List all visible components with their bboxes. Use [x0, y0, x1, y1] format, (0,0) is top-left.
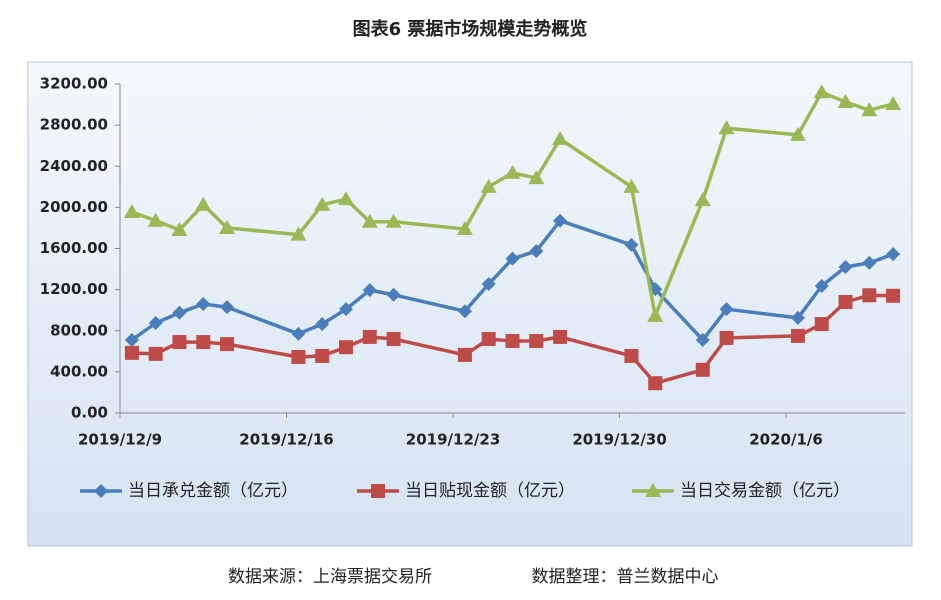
data-point [790, 328, 805, 343]
series-line [131, 90, 894, 318]
source-note: 数据来源：上海票据交易所 [228, 567, 432, 587]
legend-marker [94, 484, 108, 498]
data-point [814, 317, 829, 332]
data-point [196, 335, 211, 350]
data-point [220, 300, 235, 315]
data-point [813, 84, 830, 99]
data-point [505, 334, 520, 349]
data-point [481, 276, 496, 291]
data-point [553, 213, 568, 228]
data-point [552, 131, 569, 146]
y-tick-label: 3200.00 [40, 75, 108, 93]
data-point [505, 251, 520, 266]
y-tick-label: 2800.00 [40, 116, 108, 134]
y-tick-label: 400.00 [50, 362, 108, 380]
data-point [838, 294, 853, 309]
data-point [362, 283, 377, 298]
data-point [862, 288, 877, 303]
data-point [315, 348, 330, 363]
data-point [386, 331, 401, 346]
y-tick-label: 2400.00 [40, 157, 108, 175]
data-point [362, 329, 377, 344]
data-point [290, 226, 307, 241]
data-point [504, 164, 521, 179]
organizer-note: 数据整理：普兰数据中心 [532, 567, 719, 587]
legend-label: 当日交易金额（亿元） [680, 481, 850, 501]
legend-marker [645, 483, 661, 497]
data-point [838, 260, 853, 275]
x-tick-label: 2019/12/23 [406, 431, 500, 449]
data-point [719, 302, 734, 317]
data-point [456, 220, 473, 235]
data-point [457, 347, 472, 362]
chart-title: 图表6 票据市场规模走势概览 [353, 18, 588, 40]
data-point [694, 192, 711, 207]
y-tick-label: 1600.00 [40, 239, 108, 257]
data-point [338, 340, 353, 355]
data-point [124, 333, 139, 348]
data-point [623, 178, 640, 193]
legend-marker [371, 484, 385, 498]
data-point [624, 348, 639, 363]
data-point [172, 335, 187, 350]
x-tick-label: 2020/1/6 [749, 431, 823, 449]
data-point [529, 244, 544, 259]
data-point [647, 307, 664, 322]
data-point [124, 345, 139, 360]
data-point [291, 326, 306, 341]
data-point [528, 170, 545, 185]
data-point [862, 255, 877, 270]
x-tick-label: 2019/12/30 [572, 431, 666, 449]
data-point [385, 213, 402, 228]
data-point [861, 102, 878, 117]
data-point [361, 213, 378, 228]
data-point [789, 126, 806, 141]
legend-label: 当日贴现金额（亿元） [405, 481, 575, 501]
data-point [624, 237, 639, 252]
data-point [386, 287, 401, 302]
data-point [886, 247, 901, 262]
y-tick-label: 2000.00 [40, 198, 108, 216]
data-point [790, 310, 805, 325]
data-point [719, 330, 734, 345]
data-point [195, 196, 212, 211]
data-point [695, 333, 710, 348]
x-tick-label: 2019/12/9 [78, 431, 162, 449]
data-point [196, 297, 211, 312]
data-point [718, 120, 735, 135]
data-point [529, 334, 544, 349]
x-tick-label: 2019/12/16 [239, 431, 333, 449]
data-point [837, 93, 854, 108]
data-point [172, 305, 187, 320]
data-point [648, 376, 663, 391]
data-point [480, 178, 497, 193]
data-point [148, 316, 163, 331]
data-point [886, 288, 901, 303]
data-point [481, 331, 496, 346]
data-point [315, 317, 330, 332]
data-point [123, 204, 140, 219]
data-point [147, 212, 164, 227]
data-point [291, 349, 306, 364]
data-point [814, 279, 829, 294]
data-point [337, 191, 354, 206]
data-point [220, 337, 235, 352]
data-point [553, 329, 568, 344]
data-point [148, 346, 163, 361]
data-point [219, 219, 236, 234]
y-tick-label: 800.00 [50, 321, 108, 339]
data-point [695, 362, 710, 377]
legend-label: 当日承兑金额（亿元） [128, 481, 298, 501]
data-point [314, 196, 331, 211]
data-point [885, 96, 902, 111]
data-point [457, 304, 472, 319]
data-point [171, 221, 188, 236]
y-tick-label: 0.00 [71, 404, 108, 422]
data-point [338, 302, 353, 317]
y-tick-label: 1200.00 [40, 280, 108, 298]
